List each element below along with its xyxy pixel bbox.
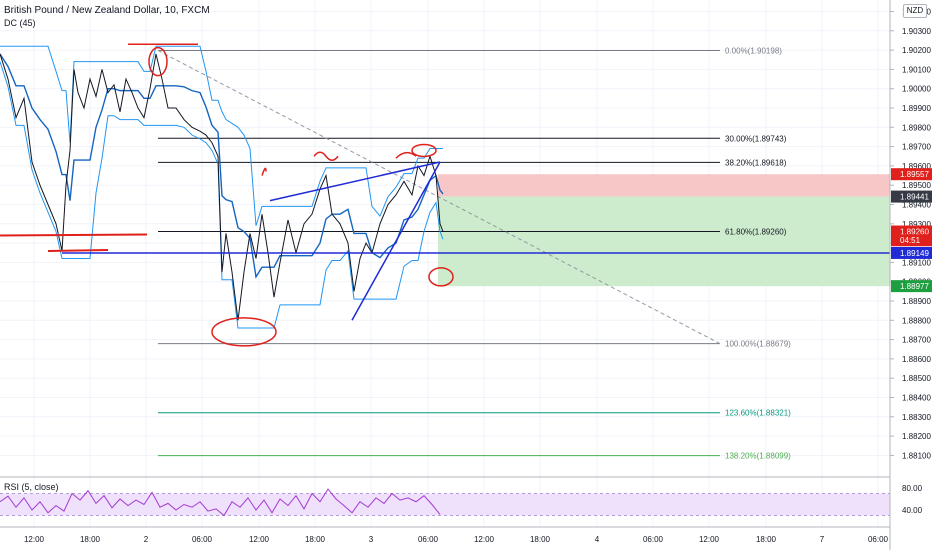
price-tick-label: 1.88700: [902, 336, 931, 345]
price-tick-label: 1.89800: [902, 123, 931, 132]
price-tick-label: 1.88900: [902, 297, 931, 306]
price-badge-label: 1.89441: [900, 193, 929, 202]
price-tick-label: 1.88400: [902, 394, 931, 403]
stop-loss-zone: [438, 174, 890, 197]
price-tick-label: 1.90300: [902, 27, 931, 36]
fib-level-label: 123.60%(1.88321): [725, 409, 791, 418]
price-tick-label: 1.88200: [902, 432, 931, 441]
price-tick-label: 1.89400: [902, 201, 931, 210]
fib-level-label: 38.20%(1.89618): [725, 158, 787, 167]
rsi-indicator-label[interactable]: RSI (5, close): [4, 482, 59, 492]
take-profit-zone: [438, 196, 890, 287]
symbol-title[interactable]: British Pound / New Zealand Dollar, 10, …: [4, 5, 210, 16]
fib-level-label: 100.00%(1.88679): [725, 340, 791, 349]
donchian-upper-band: [0, 45, 443, 226]
price-tick-label: 1.89900: [902, 104, 931, 113]
price-badge: [891, 168, 932, 181]
red-circle-target: [428, 267, 454, 287]
time-tick-label: 06:00: [192, 535, 213, 544]
price-tick-label: 1.89300: [902, 220, 931, 229]
red-squiggle: [313, 151, 339, 161]
price-badge: [891, 280, 932, 293]
chart-header: British Pound / New Zealand Dollar, 10, …: [4, 4, 210, 29]
price-badge-label: 1.89149: [900, 249, 929, 258]
currency-badge[interactable]: NZD: [903, 4, 927, 18]
price-badge: [891, 246, 932, 259]
time-tick-label: 4: [595, 535, 600, 544]
price-tick-label: 1.88300: [902, 413, 931, 422]
red-circle-top: [148, 46, 168, 77]
price-tick-label: 1.88500: [902, 374, 931, 383]
rsi-tick-label: 80.00: [902, 484, 923, 493]
price-badge: [891, 234, 932, 247]
price-tick-label: 1.88600: [902, 355, 931, 364]
time-tick-label: 12:00: [249, 535, 270, 544]
annotations: [0, 43, 890, 347]
red-squiggle: [261, 167, 267, 176]
price-tick-label: 1.89600: [902, 162, 931, 171]
time-axis[interactable]: 12:00 18:00 2 06:00 12:00 18:00 3 06:00 12:00 18:…: [24, 535, 889, 544]
donchian-middle-band: [0, 53, 444, 279]
price-badge-label: 1.88977: [900, 282, 929, 291]
time-tick-label: 12:00: [699, 535, 720, 544]
rsi-pane: 80.00 40.00: [0, 484, 923, 517]
donchian-indicator-label[interactable]: DC (45): [4, 18, 36, 28]
time-tick-label: 06:00: [868, 535, 889, 544]
price-badge-label: 04:51: [900, 236, 921, 245]
time-tick-label: 3: [369, 535, 374, 544]
time-tick-label: 06:00: [418, 535, 439, 544]
time-tick-label: 12:00: [474, 535, 495, 544]
red-circle-bottom: [211, 317, 277, 347]
price-badge: [891, 190, 932, 203]
price-tick-label: 1.89700: [902, 143, 931, 152]
fib-level-label: 0.00%(1.90198): [725, 46, 782, 55]
price-tick-label: 1.88100: [902, 451, 931, 460]
time-tick-label: 18:00: [756, 535, 777, 544]
time-tick-label: 2: [144, 535, 149, 544]
fib-level-label: 61.80%(1.89260): [725, 228, 787, 237]
red-base-line: [47, 248, 109, 252]
time-tick-label: 12:00: [24, 535, 45, 544]
rsi-tick-label: 40.00: [902, 506, 923, 515]
time-tick-label: 18:00: [305, 535, 326, 544]
fibonacci-levels: 0.00%(1.90198) 30.00%(1.89743) 38.20%(1.89…: [157, 46, 791, 461]
fib-trend-line: [157, 50, 721, 345]
time-tick-label: 7: [820, 535, 825, 544]
time-tick-label: 18:00: [530, 535, 551, 544]
price-line: [0, 53, 444, 321]
price-badge-label: 1.89260: [900, 228, 929, 237]
price-tick-label: 1.88800: [902, 316, 931, 325]
time-tick-label: 18:00: [80, 535, 101, 544]
price-tick-label: 1.89100: [902, 258, 931, 267]
price-tick-label: 1.90200: [902, 46, 931, 55]
blue-trend-line-upper: [269, 161, 441, 202]
rsi-line: [0, 488, 441, 517]
fib-level-label: 138.20%(1.88099): [725, 452, 791, 461]
price-tick-label: 1.89500: [902, 181, 931, 190]
red-squiggle: [395, 151, 417, 159]
price-tick-label: 1.90100: [902, 65, 931, 74]
rsi-band: [0, 493, 890, 516]
fib-level-label: 30.00%(1.89743): [725, 134, 787, 143]
red-circle-peak: [411, 143, 437, 158]
time-tick-label: 06:00: [643, 535, 664, 544]
price-tick-label: 1.90000: [902, 85, 931, 94]
price-badge-label: 1.89557: [900, 170, 929, 179]
red-support-line: [0, 233, 148, 237]
blue-trend-line-lower: [351, 161, 441, 321]
